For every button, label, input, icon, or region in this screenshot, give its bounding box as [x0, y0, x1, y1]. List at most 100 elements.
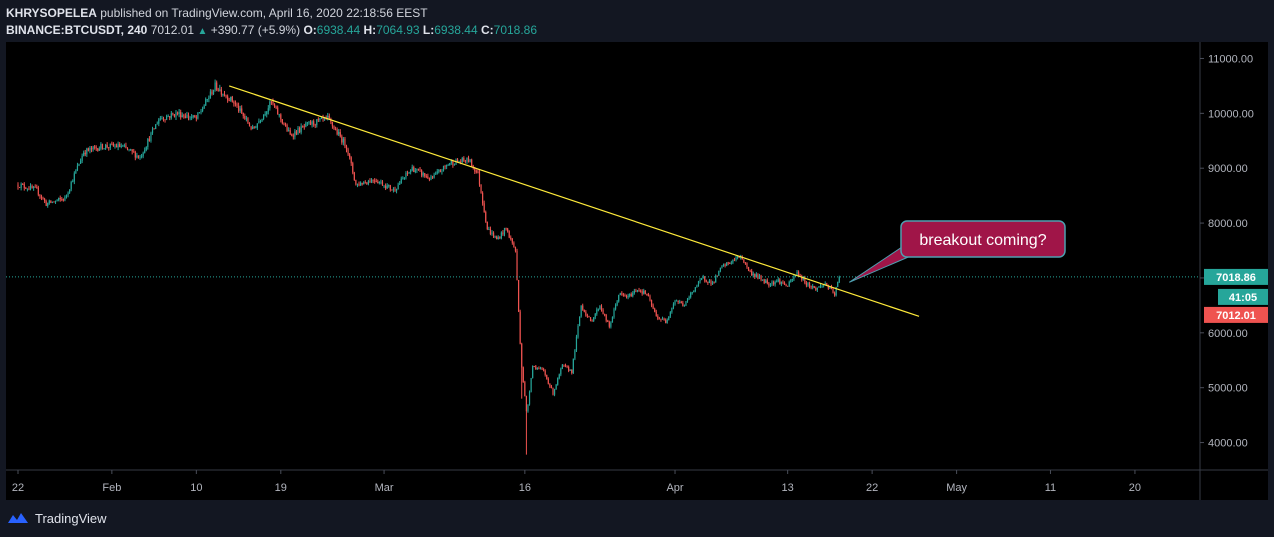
candle-body — [657, 316, 659, 319]
candle-body — [355, 180, 357, 185]
candle-body — [489, 229, 492, 235]
annotation-callout[interactable]: breakout coming? — [848, 220, 1066, 283]
candle-body — [732, 259, 734, 263]
candle-body — [475, 171, 477, 173]
candle-body — [769, 284, 772, 286]
price-tick-label: 5000.00 — [1208, 383, 1248, 395]
candle-body — [735, 257, 737, 260]
candle-body — [172, 113, 174, 115]
candle-body — [391, 189, 393, 191]
candle-body — [605, 314, 607, 321]
candlestick-series[interactable] — [17, 79, 840, 455]
candle-body — [92, 146, 94, 150]
candle-body — [801, 276, 803, 280]
candle-body — [51, 201, 54, 203]
candle-body — [826, 283, 828, 286]
price-tick-label: 10000.00 — [1208, 108, 1254, 120]
candle-body — [117, 144, 119, 148]
candle-body — [643, 290, 645, 294]
candle-body — [289, 130, 291, 135]
candle-body — [497, 237, 499, 240]
candle-body — [156, 123, 158, 125]
candle-body — [189, 117, 191, 119]
candle-body — [710, 280, 712, 285]
candle-body — [297, 128, 299, 135]
candle-body — [273, 103, 276, 107]
candle-body — [119, 144, 121, 147]
candle-body — [126, 147, 129, 150]
candle-body — [187, 114, 190, 118]
candle-body — [31, 185, 33, 189]
candle-body — [507, 228, 509, 232]
candle-body — [125, 145, 127, 148]
candle-body — [589, 317, 592, 321]
candle-body — [219, 89, 221, 91]
candle-body — [108, 147, 110, 149]
candle-body — [472, 166, 474, 168]
candle-body — [630, 294, 632, 297]
candle-body — [186, 114, 188, 118]
candle-body — [263, 114, 265, 119]
candle-body — [313, 121, 315, 125]
candle-body — [319, 118, 321, 120]
candle-body — [802, 277, 804, 280]
candle-body — [94, 146, 96, 148]
candle-body — [751, 271, 753, 276]
candle-body — [139, 156, 141, 158]
trendline[interactable] — [228, 85, 920, 317]
candle-body — [482, 192, 484, 204]
candle-body — [558, 374, 560, 379]
candle-body — [604, 314, 606, 316]
candle-body — [765, 280, 767, 283]
candle-body — [427, 176, 429, 179]
candle-body — [442, 165, 445, 171]
candle-body — [827, 285, 829, 289]
candle-body — [549, 383, 551, 387]
candle-body — [87, 148, 89, 151]
candle-body — [53, 201, 55, 203]
candle-body — [327, 115, 329, 118]
candle-body — [471, 159, 473, 167]
candle-body — [675, 300, 678, 302]
candle-body — [239, 108, 241, 111]
candle-body — [381, 181, 384, 186]
candle-body — [33, 186, 35, 189]
candle-body — [65, 195, 68, 197]
candle-body — [201, 108, 204, 112]
candle-body — [405, 173, 407, 178]
symbol-name[interactable]: BINANCE:BTCUSDT, 240 — [6, 23, 148, 37]
candle-body — [151, 128, 154, 133]
candle-body — [499, 237, 501, 239]
candle-body — [258, 121, 260, 124]
candle-body — [563, 364, 565, 366]
candle-body — [650, 300, 653, 306]
candle-body — [308, 121, 310, 123]
tradingview-logo[interactable]: TradingView — [6, 510, 107, 526]
candle-body — [816, 287, 818, 290]
author-name[interactable]: KHRYSOPELEA — [6, 6, 97, 20]
candle-body — [288, 130, 290, 132]
candle-body — [300, 126, 302, 133]
time-tick-label: 16 — [519, 482, 531, 494]
candle-body — [403, 177, 405, 179]
candle-body — [73, 173, 75, 182]
candle-body — [261, 118, 263, 121]
candle-body — [380, 181, 382, 183]
candle-body — [458, 161, 460, 163]
candle-body — [494, 236, 496, 238]
candle-body — [372, 179, 374, 181]
candle-body — [369, 180, 371, 183]
candle-body — [607, 320, 609, 322]
candle-body — [295, 131, 298, 135]
candle-body — [305, 123, 307, 127]
candle-body — [514, 247, 517, 251]
candle-body — [159, 118, 161, 120]
candle-body — [114, 145, 116, 147]
candle-body — [385, 185, 387, 189]
candle-body — [658, 318, 660, 320]
candle-body — [336, 129, 338, 135]
candle-body — [389, 185, 391, 190]
candle-body — [244, 115, 246, 119]
candle-body — [352, 163, 354, 173]
